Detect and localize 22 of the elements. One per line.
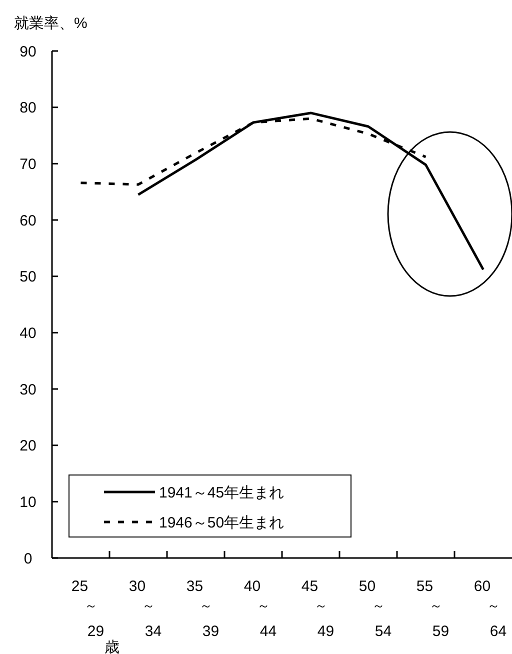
y-tick-label: 50 [20,268,36,286]
x-tick-label: 55～59 [416,578,450,640]
x-axis-title: 歳 [104,639,120,654]
legend-label: 1941～45年生まれ [159,484,284,502]
legend-label: 1946～50年生まれ [159,514,284,532]
y-tick-label: 80 [20,100,36,117]
x-tick-label: 60～64 [474,578,507,640]
y-tick-label: 60 [20,212,36,230]
y-tick-label: 90 [20,43,36,60]
y-axis-title: 就業率、% [14,15,88,32]
y-tick-label: 10 [20,494,36,511]
y-tick-label: 20 [20,438,36,455]
y-tick-label: 40 [20,324,36,342]
x-tick-label: 35～39 [186,578,220,640]
x-tick-label: 45～49 [301,578,334,640]
x-tick-label: 25～29 [71,578,104,640]
x-tick-label: 40～44 [244,578,277,640]
y-tick-label: 30 [20,381,36,398]
x-tick-label: 50～54 [358,578,392,640]
x-tick-label: 30～34 [128,578,162,640]
y-tick-label: 0 [24,550,32,568]
y-tick-label: 70 [20,156,36,173]
